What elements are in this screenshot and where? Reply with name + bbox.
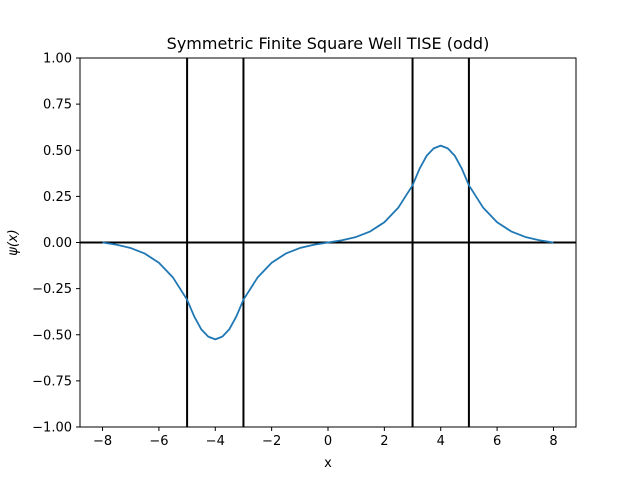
x-tick-label: 6: [493, 434, 501, 449]
x-tick-label: −2: [262, 434, 281, 449]
x-tick-label: −8: [93, 434, 112, 449]
x-tick-label: 8: [549, 434, 557, 449]
series-group: [102, 144, 554, 341]
y-tick-label: 0.50: [43, 144, 72, 159]
x-axis-ticks: −8 −6 −4 −2 0 2 4 6 8: [93, 427, 558, 449]
y-tick-label: −0.50: [32, 328, 72, 343]
y-tick-label: 0.25: [43, 190, 72, 205]
x-tick-label: −4: [206, 434, 225, 449]
chart-title: Symmetric Finite Square Well TISE (odd): [167, 34, 490, 53]
x-tick-label: 0: [324, 434, 332, 449]
y-tick-label: 0.00: [43, 236, 72, 251]
y-tick-label: −1.00: [32, 421, 72, 436]
x-tick-label: 2: [380, 434, 388, 449]
y-tick-label: 0.75: [43, 98, 72, 113]
wavefunction-line: [102, 144, 554, 341]
y-tick-label: 1.00: [43, 52, 72, 67]
y-axis-label: ψ(x): [6, 229, 21, 255]
x-tick-label: −6: [149, 434, 168, 449]
y-tick-label: −0.25: [32, 282, 72, 297]
guide-lines: [80, 58, 576, 427]
y-axis-ticks: −1.00 −0.75 −0.50 −0.25 0.00 0.25 0.50 0.75 1.00: [32, 52, 80, 436]
y-tick-label: −0.75: [32, 374, 72, 389]
x-axis-label: x: [324, 456, 332, 471]
x-tick-label: 4: [437, 434, 445, 449]
